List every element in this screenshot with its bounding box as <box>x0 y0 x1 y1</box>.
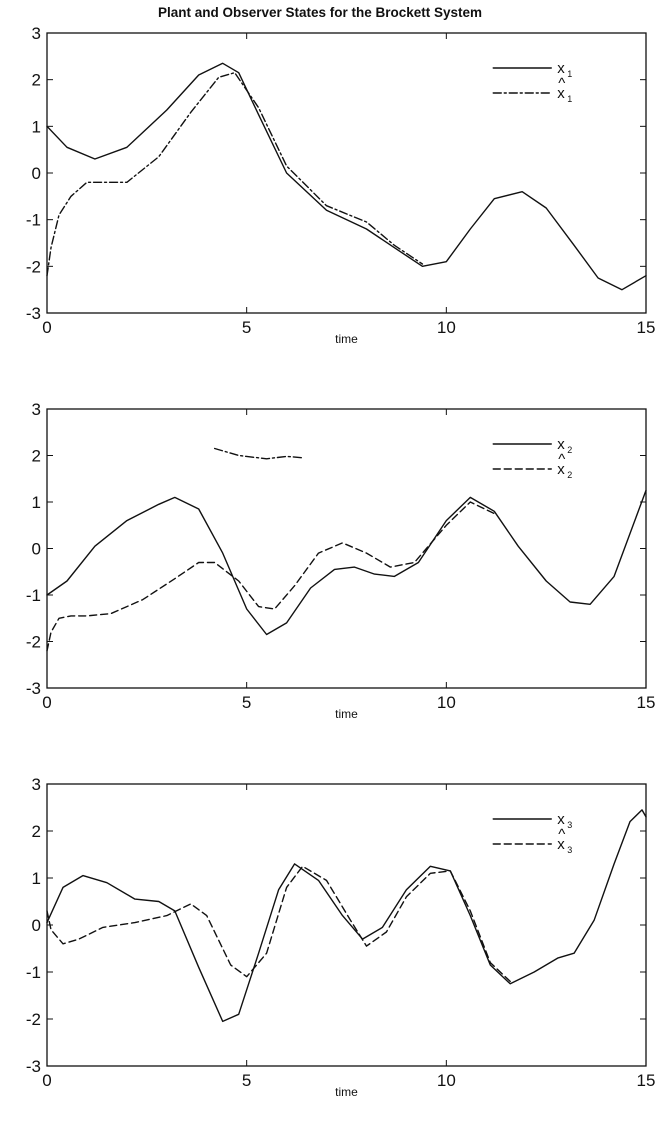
y-tick-label: -1 <box>26 963 41 982</box>
legend-label: x <box>557 85 565 102</box>
series-line-x2-hat <box>46 501 495 652</box>
legend-label: x <box>557 436 565 453</box>
legend-subscript: 3 <box>567 820 572 830</box>
x-tick-label: 5 <box>242 318 251 337</box>
legend-hat: ^ <box>558 451 565 468</box>
y-tick-label: -3 <box>26 304 41 323</box>
x-axis-label: time <box>335 1085 358 1099</box>
legend-subscript: 2 <box>567 445 572 455</box>
y-tick-label: -1 <box>26 211 41 230</box>
series-line-x1-hat <box>46 71 424 277</box>
x-tick-label: 5 <box>242 1071 251 1090</box>
x-axis-label: time <box>335 707 358 721</box>
y-tick-label: 3 <box>32 24 41 43</box>
legend-label: x <box>557 836 565 853</box>
x-tick-label: 10 <box>437 318 456 337</box>
y-tick-label: 3 <box>32 400 41 419</box>
y-tick-label: 2 <box>32 447 41 466</box>
x-tick-label: 10 <box>437 693 456 712</box>
legend-label: x <box>557 461 565 478</box>
y-tick-label: -2 <box>26 633 41 652</box>
series-line-x2 <box>46 489 647 636</box>
legend-hat: ^ <box>558 75 565 92</box>
y-tick-label: -1 <box>26 586 41 605</box>
x-tick-label: 15 <box>637 318 656 337</box>
series-line-artifact <box>213 447 304 460</box>
y-tick-label: 2 <box>32 822 41 841</box>
legend-label: x <box>557 60 565 77</box>
y-tick-label: -2 <box>26 1010 41 1029</box>
x-tick-label: 5 <box>242 693 251 712</box>
x-tick-label: 15 <box>637 1071 656 1090</box>
y-tick-label: -3 <box>26 1057 41 1076</box>
x-tick-label: 0 <box>42 693 51 712</box>
x-tick-label: 0 <box>42 318 51 337</box>
y-tick-label: 0 <box>32 164 41 183</box>
plot-area-frame <box>46 783 647 1067</box>
x-axis-label: time <box>335 332 358 346</box>
legend-subscript: 1 <box>567 69 572 79</box>
y-tick-label: 1 <box>32 117 41 136</box>
y-tick-label: -3 <box>26 679 41 698</box>
series-line-x3-hat <box>46 865 511 983</box>
y-tick-label: 3 <box>32 775 41 794</box>
legend-hat: ^ <box>558 826 565 843</box>
legend-subscript: 1 <box>567 94 572 104</box>
plot-area-frame <box>46 408 647 689</box>
y-tick-label: 0 <box>32 540 41 559</box>
legend-subscript: 2 <box>567 470 572 480</box>
legend-subscript: 3 <box>567 845 572 855</box>
plot-area-frame <box>46 32 647 314</box>
series-line-x3 <box>46 809 647 1023</box>
y-tick-label: 1 <box>32 493 41 512</box>
chart-title: Plant and Observer States for the Brocke… <box>158 5 482 20</box>
y-tick-label: 1 <box>32 869 41 888</box>
y-tick-label: 2 <box>32 71 41 90</box>
y-tick-label: -2 <box>26 257 41 276</box>
x-tick-label: 0 <box>42 1071 51 1090</box>
series-line-x1 <box>46 62 647 291</box>
x-tick-label: 15 <box>637 693 656 712</box>
x-tick-label: 10 <box>437 1071 456 1090</box>
y-tick-label: 0 <box>32 916 41 935</box>
legend-label: x <box>557 811 565 828</box>
